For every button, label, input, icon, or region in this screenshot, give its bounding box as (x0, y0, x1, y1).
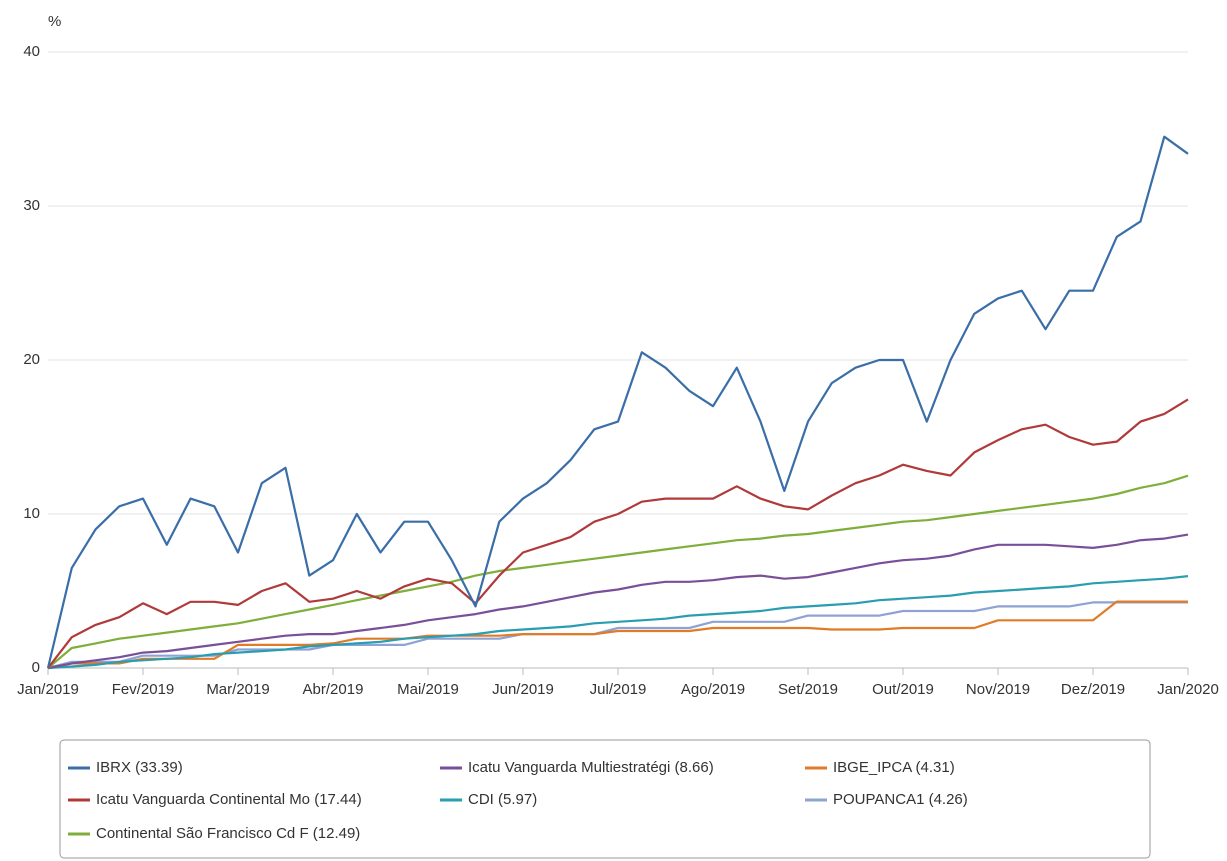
y-axis-label: % (48, 13, 61, 30)
legend-label: Continental São Francisco Cd F (12.49) (96, 825, 360, 842)
legend-label: CDI (5.97) (468, 791, 537, 808)
legend-label: POUPANCA1 (4.26) (833, 791, 968, 808)
x-tick-label: Out/2019 (872, 681, 934, 698)
legend-label: Icatu Vanguarda Multiestratégi (8.66) (468, 759, 714, 776)
series-line (47, 398, 1189, 669)
x-tick-label: Jul/2019 (590, 681, 647, 698)
y-tick-label: 30 (23, 197, 40, 214)
legend-label: IBGE_IPCA (4.31) (833, 759, 955, 776)
y-tick-label: 20 (23, 351, 40, 368)
series-line (47, 474, 1189, 669)
x-tick-label: Jun/2019 (492, 681, 554, 698)
legend-box (59, 739, 1151, 859)
series-line (47, 600, 1188, 670)
x-tick-label: Set/2019 (778, 681, 838, 698)
x-tick-label: Jan/2020 (1157, 681, 1219, 698)
x-tick-label: Mar/2019 (206, 681, 269, 698)
series-line (47, 533, 1189, 670)
x-tick-label: Abr/2019 (303, 681, 364, 698)
series-line (47, 601, 1188, 670)
x-tick-label: Mai/2019 (397, 681, 459, 698)
series-line (46, 135, 1189, 669)
x-tick-label: Ago/2019 (681, 681, 745, 698)
x-tick-label: Nov/2019 (966, 681, 1030, 698)
y-tick-label: 0 (32, 659, 40, 676)
x-tick-label: Dez/2019 (1061, 681, 1125, 698)
y-tick-label: 10 (23, 505, 40, 522)
legend-label: Icatu Vanguarda Continental Mo (17.44) (96, 791, 362, 808)
x-tick-label: Jan/2019 (17, 681, 79, 698)
series-line (47, 575, 1189, 670)
legend-label: IBRX (33.39) (96, 759, 183, 776)
y-tick-label: 40 (23, 43, 40, 60)
x-tick-label: Fev/2019 (112, 681, 175, 698)
